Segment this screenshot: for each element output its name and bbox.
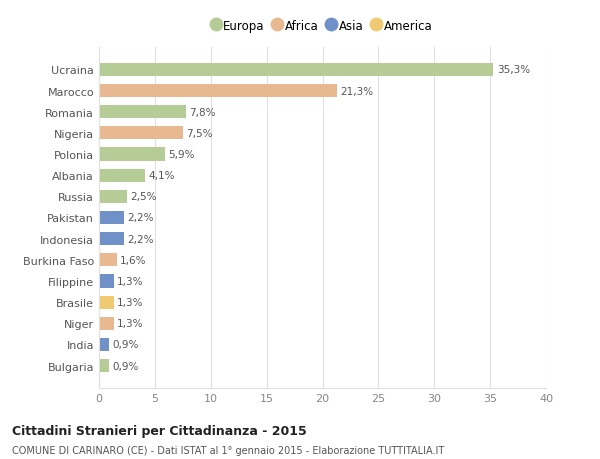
Text: 1,6%: 1,6%	[120, 255, 147, 265]
Text: COMUNE DI CARINARO (CE) - Dati ISTAT al 1° gennaio 2015 - Elaborazione TUTTITALI: COMUNE DI CARINARO (CE) - Dati ISTAT al …	[12, 445, 444, 455]
Text: 1,3%: 1,3%	[117, 319, 143, 329]
Text: 7,5%: 7,5%	[186, 129, 212, 139]
Bar	[99, 233, 124, 246]
Bar	[99, 338, 109, 351]
Bar	[99, 85, 337, 98]
Text: 1,3%: 1,3%	[117, 297, 143, 308]
Text: 7,8%: 7,8%	[190, 107, 216, 118]
Text: 21,3%: 21,3%	[340, 86, 374, 96]
Text: 4,1%: 4,1%	[148, 171, 175, 181]
Bar	[99, 127, 183, 140]
Text: 1,3%: 1,3%	[117, 276, 143, 286]
Bar	[99, 64, 493, 77]
Bar	[99, 148, 165, 161]
Text: 2,2%: 2,2%	[127, 234, 154, 244]
Bar	[99, 317, 113, 330]
Bar	[99, 190, 127, 203]
Bar	[99, 212, 124, 224]
Bar	[99, 359, 109, 372]
Bar	[99, 254, 117, 267]
Bar	[99, 106, 186, 119]
Text: 0,9%: 0,9%	[112, 361, 139, 371]
Bar	[99, 169, 145, 182]
Legend: Europa, Africa, Asia, America: Europa, Africa, Asia, America	[213, 20, 432, 33]
Text: 0,9%: 0,9%	[112, 340, 139, 350]
Text: 35,3%: 35,3%	[497, 65, 530, 75]
Text: 2,2%: 2,2%	[127, 213, 154, 223]
Text: 5,9%: 5,9%	[168, 150, 195, 160]
Bar	[99, 296, 113, 309]
Text: Cittadini Stranieri per Cittadinanza - 2015: Cittadini Stranieri per Cittadinanza - 2…	[12, 425, 307, 437]
Bar	[99, 275, 113, 288]
Text: 2,5%: 2,5%	[130, 192, 157, 202]
